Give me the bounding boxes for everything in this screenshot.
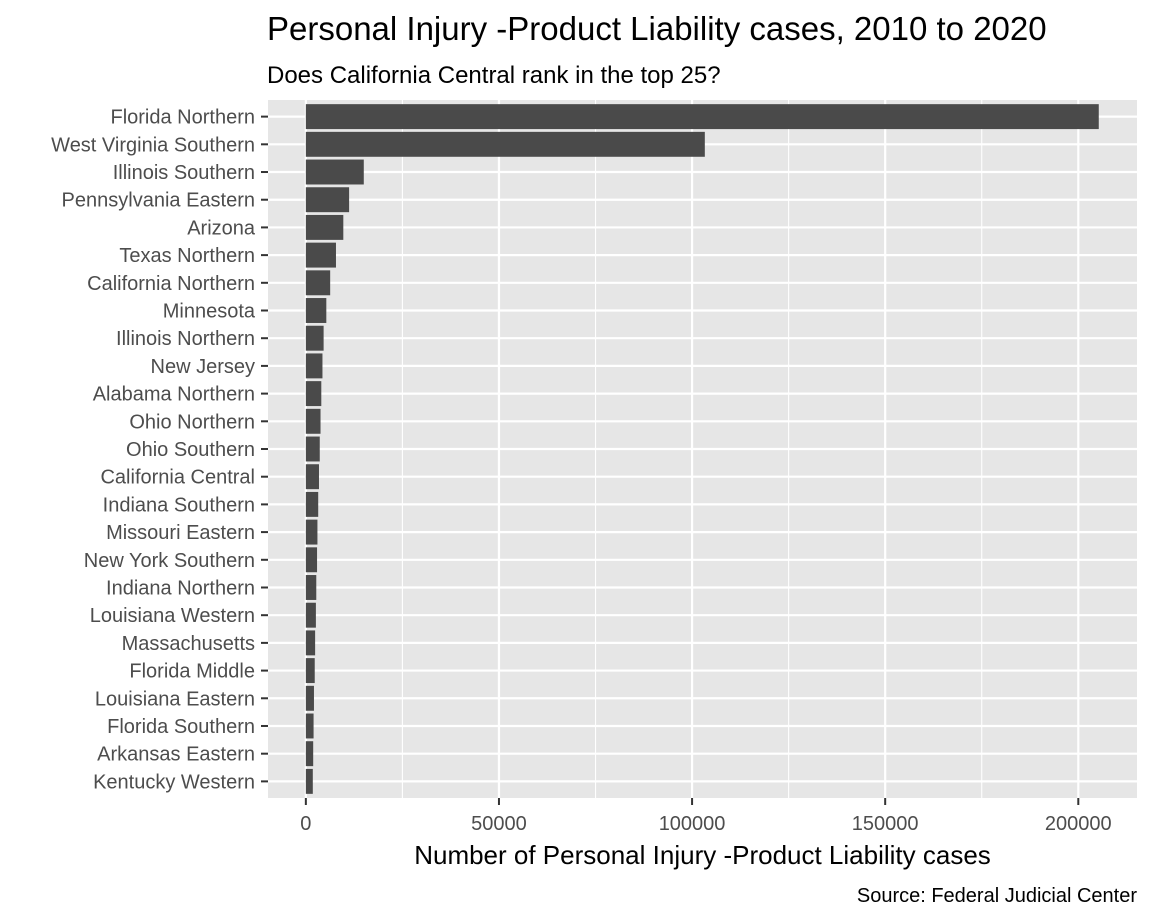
- x-tick-label: 100000: [659, 813, 726, 835]
- y-tick-label: Minnesota: [163, 301, 256, 323]
- bar: [305, 658, 315, 684]
- x-tick-label: 200000: [1045, 813, 1112, 835]
- y-tick-label: Arkansas Eastern: [97, 744, 255, 766]
- y-tick-label: Illinois Northern: [116, 328, 255, 350]
- x-tick-label: 150000: [852, 813, 919, 835]
- y-tick-label: Indiana Northern: [106, 577, 255, 599]
- y-axis: Florida Northern West Virginia Southern Il…: [51, 107, 268, 793]
- y-tick-label: Pennsylvania Eastern: [62, 190, 255, 212]
- bar: [305, 575, 317, 600]
- y-tick-label: Ohio Southern: [126, 439, 255, 461]
- bar: [305, 381, 322, 407]
- y-tick-label: Missouri Eastern: [106, 522, 255, 544]
- bar: [305, 713, 314, 739]
- bar: [305, 436, 320, 462]
- bar: [305, 741, 314, 767]
- bars: [305, 104, 1099, 794]
- chart-title: Personal Injury -Product Liability cases…: [267, 10, 1047, 47]
- bar: [305, 104, 1099, 130]
- bar: [305, 547, 318, 573]
- y-tick-label: Louisiana Western: [90, 605, 255, 627]
- bar: [305, 464, 319, 490]
- chart-subtitle: Does California Central rank in the top …: [267, 62, 721, 89]
- y-tick-label: California Central: [100, 467, 255, 489]
- bar: [305, 602, 316, 628]
- bar: [305, 159, 364, 185]
- bar: [305, 768, 313, 794]
- chart-caption: Source: Federal Judicial Center: [857, 885, 1137, 907]
- y-tick-label: West Virginia Southern: [51, 134, 255, 156]
- bar: [305, 685, 314, 711]
- y-tick-label: Alabama Northern: [93, 384, 255, 406]
- y-tick-label: Florida Southern: [107, 716, 255, 738]
- y-tick-label: Arizona: [187, 217, 256, 239]
- y-tick-label: Kentucky Western: [93, 771, 255, 793]
- y-tick-label: Massachusetts: [122, 633, 255, 655]
- x-axis: 0 50000 100000 150000 200000: [300, 798, 1112, 835]
- bar: [305, 325, 324, 351]
- bar: [305, 214, 344, 240]
- bar: [305, 630, 316, 656]
- y-tick-label: New York Southern: [84, 550, 255, 572]
- bar: [305, 491, 319, 517]
- y-tick-label: New Jersey: [151, 356, 255, 378]
- bar: [305, 408, 321, 434]
- y-tick-label: Texas Northern: [119, 245, 255, 267]
- bar: [305, 187, 350, 213]
- x-tick-label: 50000: [471, 813, 527, 835]
- y-tick-label: Louisiana Eastern: [95, 688, 255, 710]
- y-tick-label: Florida Northern: [110, 107, 255, 129]
- bar: [305, 270, 331, 296]
- y-tick-label: Indiana Southern: [103, 494, 255, 516]
- bar: [305, 242, 336, 268]
- y-tick-label: Florida Middle: [129, 661, 255, 683]
- bar: [305, 131, 705, 157]
- bar: [305, 353, 323, 379]
- bar: [305, 519, 318, 545]
- y-tick-label: Ohio Northern: [129, 411, 255, 433]
- y-tick-label: California Northern: [87, 273, 255, 295]
- x-axis-label: Number of Personal Injury -Product Liabi…: [414, 840, 991, 870]
- x-tick-label: 0: [300, 813, 311, 835]
- bar: [305, 298, 327, 323]
- y-tick-label: Illinois Southern: [113, 162, 255, 184]
